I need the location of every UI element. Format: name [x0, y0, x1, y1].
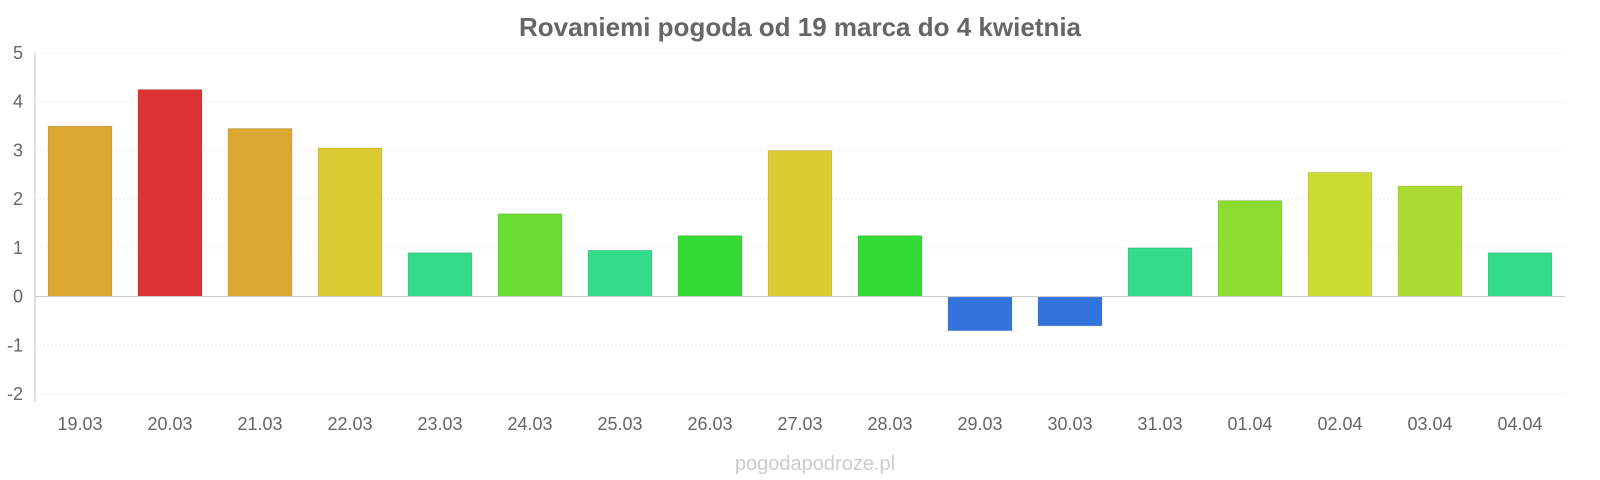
- bar-19.03: [47, 125, 113, 298]
- x-tick-label: 23.03: [417, 414, 462, 434]
- y-tick-label: 0: [13, 287, 23, 307]
- bar-28.03: [857, 235, 923, 298]
- bar-30.03: [1037, 296, 1103, 327]
- x-tick-label: 21.03: [237, 414, 282, 434]
- x-tick-label: 22.03: [327, 414, 372, 434]
- bars: [47, 89, 1553, 332]
- y-tick-label: -2: [7, 384, 23, 404]
- x-tick-label: 29.03: [957, 414, 1002, 434]
- x-tick-label: 30.03: [1047, 414, 1092, 434]
- chart-title: Rovaniemi pogoda od 19 marca do 4 kwietn…: [519, 12, 1082, 42]
- bar-20.03: [137, 89, 203, 298]
- bar-25.03: [587, 249, 653, 298]
- watermark: pogodapodroze.pl: [735, 453, 895, 475]
- bar-24.03: [497, 213, 563, 298]
- x-tick-label: 01.04: [1227, 414, 1272, 434]
- bar-27.03: [767, 149, 833, 298]
- y-tick-label: 1: [13, 238, 23, 258]
- y-tick-label: 4: [13, 92, 23, 112]
- x-tick-label: 02.04: [1317, 414, 1362, 434]
- y-axis-ticks: 5 4 3 2 1 0 -1 -2: [7, 43, 23, 404]
- y-tick-label: 3: [13, 140, 23, 160]
- x-tick-label: 03.04: [1407, 414, 1452, 434]
- x-tick-label: 26.03: [687, 414, 732, 434]
- y-tick-label: 2: [13, 189, 23, 209]
- bar-02.04: [1307, 171, 1373, 298]
- bar-01.04: [1217, 200, 1283, 298]
- bar-31.03: [1127, 247, 1193, 298]
- bar-26.03: [677, 235, 743, 298]
- y-tick-label: -1: [7, 335, 23, 355]
- x-tick-label: 04.04: [1497, 414, 1542, 434]
- x-tick-label: 31.03: [1137, 414, 1182, 434]
- x-tick-label: 20.03: [147, 414, 192, 434]
- bar-21.03: [227, 128, 293, 298]
- bar-22.03: [317, 147, 383, 298]
- bar-03.04: [1397, 185, 1463, 298]
- axes: [34, 53, 1565, 402]
- x-tick-label: 24.03: [507, 414, 552, 434]
- bar-04.04: [1487, 252, 1553, 298]
- x-tick-label: 19.03: [57, 414, 102, 434]
- x-tick-label: 25.03: [597, 414, 642, 434]
- x-tick-label: 27.03: [777, 414, 822, 434]
- x-axis-ticks: 19.03 20.03 21.03 22.03 23.03 24.03 25.03 26.03…: [57, 414, 1542, 434]
- x-tick-label: 28.03: [867, 414, 912, 434]
- bar-23.03: [407, 252, 473, 298]
- bar-29.03: [947, 296, 1013, 332]
- y-tick-label: 5: [13, 43, 23, 63]
